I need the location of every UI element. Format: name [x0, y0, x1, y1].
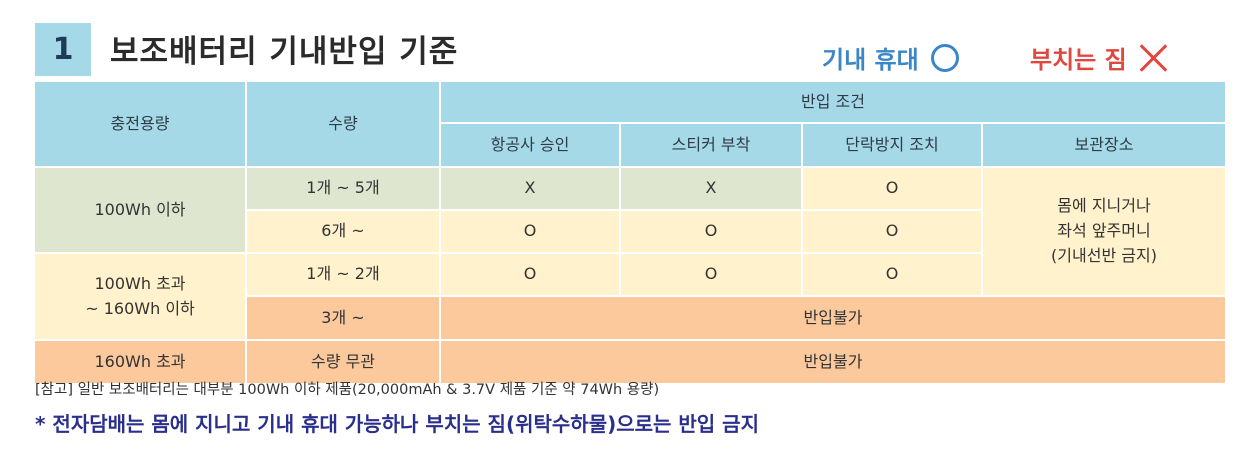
- circle-icon: [930, 43, 959, 72]
- section-number-badge: 1: [35, 23, 91, 76]
- storage-line: (기내선반 금지): [1051, 245, 1157, 265]
- cell-airline: O: [441, 211, 619, 252]
- qty-1-5: 1개 ~ 5개: [247, 168, 439, 209]
- qty-6-plus: 6개 ~: [247, 211, 439, 252]
- storage-location: 몸에 지니거나 좌석 앞주머니 (기내선반 금지): [983, 168, 1225, 295]
- capacity-line: ~ 160Wh 이하: [85, 298, 195, 318]
- legend-checked-baggage: 부치는 짐: [1030, 40, 1169, 75]
- legend-carry-label: 기내 휴대: [822, 46, 919, 74]
- qty-any: 수량 무관: [247, 341, 439, 383]
- cell-short-circuit: O: [803, 254, 981, 295]
- x-mark-icon: [1139, 43, 1169, 73]
- capacity-line: 100Wh 초과: [94, 273, 186, 293]
- qty-3-plus: 3개 ~: [247, 297, 439, 339]
- page-title: 보조배터리 기내반입 기준: [110, 34, 459, 70]
- e-cigarette-note: * 전자담배는 몸에 지니고 기내 휴대 가능하나 부치는 짐(위탁수하물)으로…: [35, 412, 759, 436]
- cell-sticker: O: [621, 211, 801, 252]
- capacity-160wh-over: 160Wh 초과: [35, 341, 245, 383]
- header-quantity: 수량: [247, 82, 439, 166]
- header-conditions: 반입 조건: [441, 82, 1225, 122]
- storage-line: 몸에 지니거나: [1057, 196, 1151, 216]
- storage-line: 좌석 앞주머니: [1057, 221, 1151, 241]
- header-sticker: 스티커 부착: [621, 124, 801, 166]
- capacity-100wh-under: 100Wh 이하: [35, 168, 245, 252]
- header-storage: 보관장소: [983, 124, 1225, 166]
- header-capacity: 충전용량: [35, 82, 245, 166]
- cell-airline: O: [441, 254, 619, 295]
- legend-check-label: 부치는 짐: [1030, 46, 1127, 74]
- cell-sticker: X: [621, 168, 801, 209]
- legend-carry-on: 기내 휴대: [822, 40, 959, 75]
- not-allowed-cell: 반입불가: [441, 341, 1225, 383]
- cell-short-circuit: O: [803, 211, 981, 252]
- cell-airline: X: [441, 168, 619, 209]
- battery-rules-table: 충전용량 수량 반입 조건 항공사 승인 스티커 부착 단락방지 조치 보관장소…: [35, 82, 1225, 383]
- qty-1-2: 1개 ~ 2개: [247, 254, 439, 295]
- cell-short-circuit: O: [803, 168, 981, 209]
- header-short-circuit: 단락방지 조치: [803, 124, 981, 166]
- reference-note: [참고] 일반 보조배터리는 대부분 100Wh 이하 제품(20,000mAh…: [35, 382, 660, 398]
- capacity-100-160wh: 100Wh 초과 ~ 160Wh 이하: [35, 254, 245, 339]
- header-airline-approval: 항공사 승인: [441, 124, 619, 166]
- not-allowed-cell: 반입불가: [441, 297, 1225, 339]
- cell-sticker: O: [621, 254, 801, 295]
